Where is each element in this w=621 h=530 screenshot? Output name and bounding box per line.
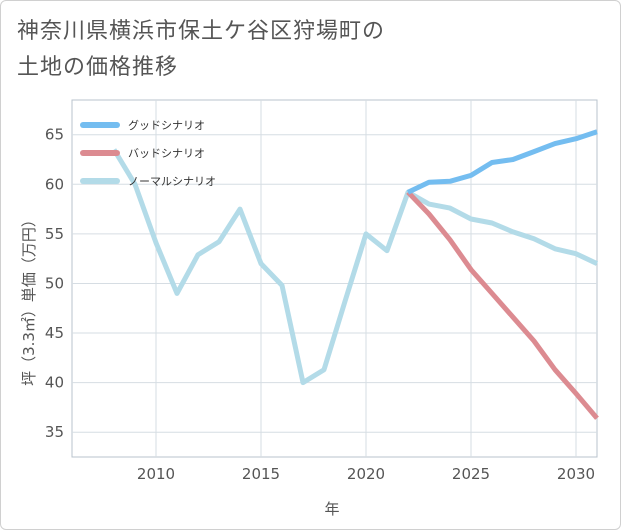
series-lines [111,129,599,420]
x-axis-title: 年 [324,500,339,518]
y-tick-label: 50 [45,274,64,292]
legend-label: グッドシナリオ [128,118,205,132]
legend-label: ノーマルシナリオ [128,175,216,188]
y-tick-label: 45 [45,324,64,342]
y-axis-title: 坪（3.3㎡）単価（万円） [20,212,38,386]
x-tick-label: 2010 [137,465,175,483]
y-axis-ticks: 35 40 45 50 55 60 65 [45,126,64,442]
chart-title: 神奈川県横浜市保土ケ谷区狩場町の 土地の価格推移 [17,14,385,86]
y-tick-label: 55 [45,225,64,243]
chart-title-line-2: 土地の価格推移 [17,55,179,80]
normal-scenario-line [406,129,598,195]
x-axis-ticks: 2010 2015 2020 2025 2030 [137,465,595,483]
legend-good-scenario[interactable]: グッドシナリオ [80,118,205,132]
legend-label: バッドシナリオ [128,147,205,160]
x-tick-label: 2020 [347,465,385,483]
y-tick-label: 40 [45,374,64,392]
good-scenario-line [111,148,599,386]
legend-normal-scenario[interactable]: ノーマルシナリオ [80,175,216,188]
x-tick-label: 2030 [557,465,595,483]
chart-title-line-1: 神奈川県横浜市保土ケ谷区狩場町の [17,19,386,44]
bad-scenario-line [406,190,599,420]
legend-bad-scenario[interactable]: バッドシナリオ [80,147,205,160]
x-tick-label: 2025 [452,465,490,483]
y-tick-label: 35 [45,423,64,441]
y-tick-label: 60 [45,175,64,193]
x-tick-label: 2015 [242,465,280,483]
grid-lines [72,100,597,457]
y-tick-label: 65 [45,126,64,144]
